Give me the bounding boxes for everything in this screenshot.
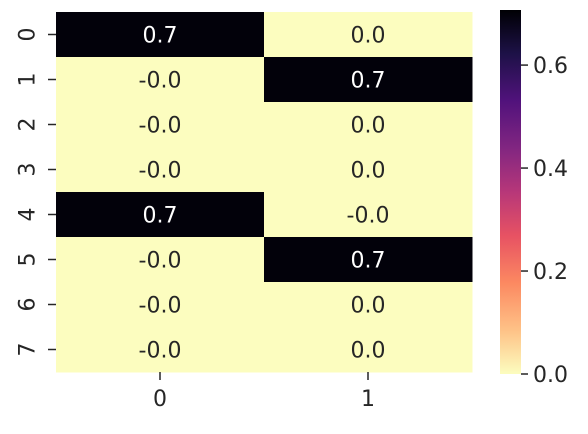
y-tick-label: 7: [16, 343, 41, 357]
y-tick-label: 3: [16, 163, 41, 177]
cell-value-label: -0.0: [139, 249, 182, 274]
heatmap-cell-r5-c0: [56, 237, 265, 283]
colorbar-gradient: [500, 10, 521, 374]
heatmap-cell-labels: 0.7 0.0 -0.0 0.7 -0.0 0.0 -0.0 0.0 0.7 -0.0 -0.0 0.…: [139, 24, 390, 364]
x-tick-label: 1: [361, 387, 375, 412]
y-tick-label: 5: [16, 253, 41, 267]
x-tick-label: 0: [153, 387, 167, 412]
heatmap-cells: [56, 12, 473, 373]
cell-value-label: -0.0: [139, 159, 182, 184]
heatmap-cell-r7-c1: [264, 327, 473, 373]
y-axis: 0 1 2 3 4 5 6 7: [16, 28, 56, 357]
cell-value-label: 0.7: [351, 69, 386, 94]
heatmap-cell-r2-c1: [264, 102, 473, 148]
cell-value-label: 0.0: [351, 24, 386, 49]
cell-value-label: 0.0: [351, 159, 386, 184]
cell-value-label: -0.0: [139, 339, 182, 364]
heatmap-cell-r1-c0: [56, 57, 265, 103]
heatmap-cell-r0-c0: [56, 12, 265, 58]
heatmap-cell-r0-c1: [264, 12, 473, 58]
colorbar: 0.0 0.2 0.4 0.6: [500, 10, 568, 388]
cell-value-label: 0.0: [351, 294, 386, 319]
heatmap-cell-r1-c1: [264, 57, 473, 103]
y-tick-label: 1: [16, 73, 41, 87]
y-tick-label: 4: [16, 208, 41, 222]
cell-value-label: -0.0: [139, 69, 182, 94]
heatmap-cell-r7-c0: [56, 327, 265, 373]
heatmap-cell-r6-c1: [264, 282, 473, 328]
heatmap-cell-r6-c0: [56, 282, 265, 328]
heatmap-cell-r5-c1: [264, 237, 473, 283]
cell-value-label: 0.0: [351, 339, 386, 364]
heatmap-cell-r3-c0: [56, 147, 265, 193]
cell-value-label: 0.0: [351, 114, 386, 139]
heatmap-cell-r2-c0: [56, 102, 265, 148]
cell-value-label: -0.0: [139, 114, 182, 139]
colorbar-tick-label: 0.0: [533, 363, 568, 388]
cell-value-label: 0.7: [351, 249, 386, 274]
cell-value-label: -0.0: [347, 204, 390, 229]
y-tick-label: 2: [16, 118, 41, 132]
heatmap-cell-r3-c1: [264, 147, 473, 193]
cell-value-label: 0.7: [143, 204, 178, 229]
heatmap-cell-r4-c0: [56, 192, 265, 238]
heatmap-cell-r4-c1: [264, 192, 473, 238]
y-tick-label: 0: [16, 28, 41, 42]
colorbar-tick-label: 0.6: [533, 54, 568, 79]
colorbar-tick-label: 0.4: [533, 157, 568, 182]
y-tick-label: 6: [16, 298, 41, 312]
colorbar-tick-label: 0.2: [533, 260, 568, 285]
cell-value-label: -0.0: [139, 294, 182, 319]
cell-value-label: 0.7: [143, 24, 178, 49]
